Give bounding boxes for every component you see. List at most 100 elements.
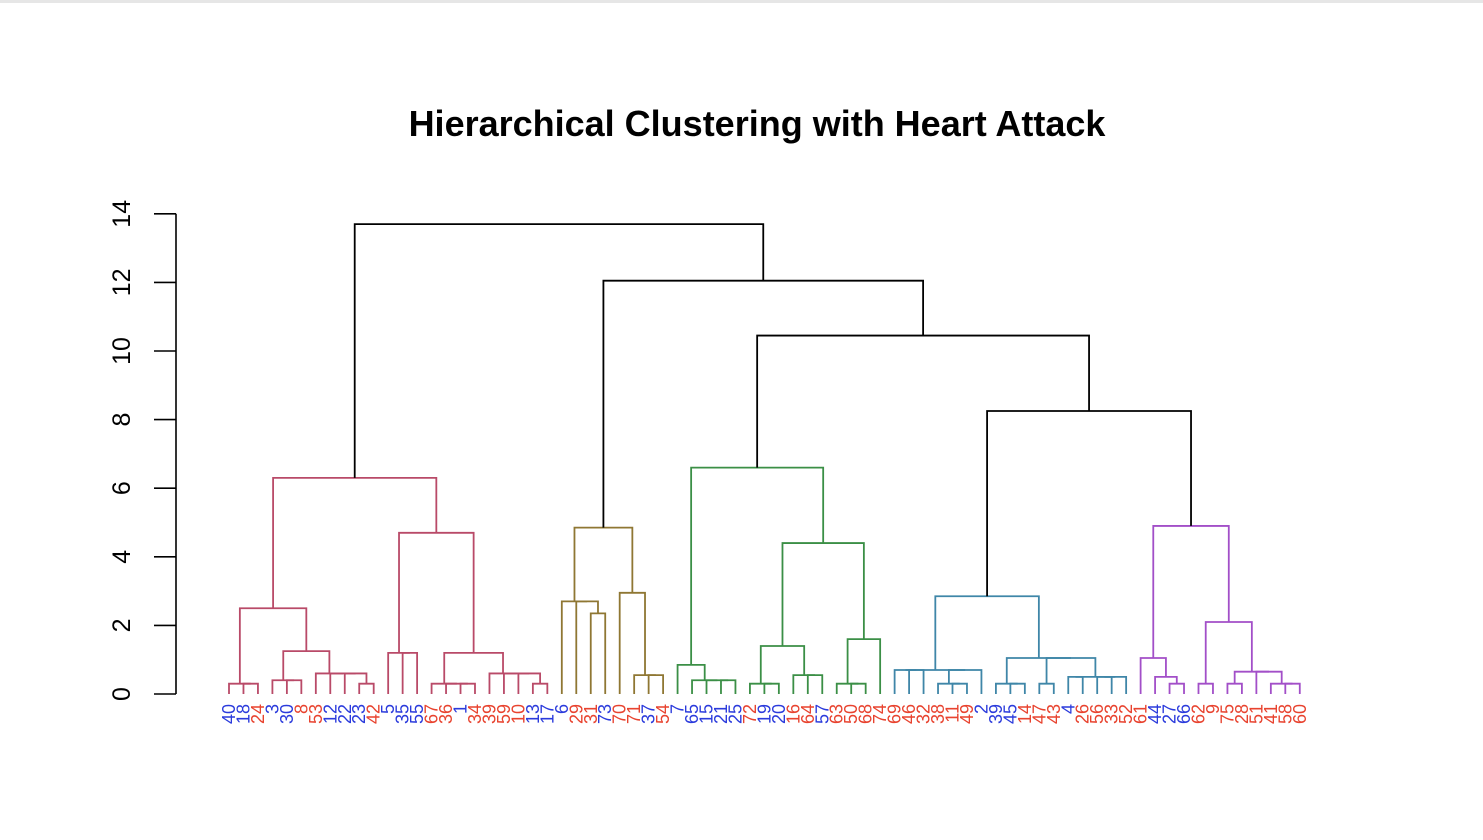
leaf-label: 73 [595,704,615,724]
dendrogram-link [1233,670,1270,684]
dendrogram-link [995,682,1018,694]
leaf-label: 25 [725,704,745,724]
dendrogram-link [806,674,824,694]
dendrogram-link [1154,675,1178,694]
leaf-label: 75 [1217,704,1237,724]
leaf-label: 67 [422,704,442,724]
dendrogram-link [272,477,438,609]
leaf-label: 69 [885,704,905,724]
dendrogram-link [618,591,646,694]
dendrogram-link [691,679,718,694]
leaf-label: 6 [552,704,572,714]
dendrogram-link [759,645,806,684]
dendrogram-link [387,651,410,694]
dendrogram-link [705,679,729,694]
leaf-label: 2 [971,704,991,714]
leaf-label: 36 [436,704,456,724]
leaf-label: 14 [1015,704,1035,724]
dendrogram-link [1096,675,1113,694]
leaf-label: 46 [899,704,919,724]
dendrogram-link [560,600,588,694]
leaf-label: 66 [1174,704,1194,724]
dendrogram-link [1226,682,1243,694]
leaf-label: 70 [610,704,630,724]
y-tick-label: 10 [108,337,136,365]
leaf-label: 32 [914,704,934,724]
leaf-label: 5 [378,704,398,714]
dendrogram-link [749,682,772,694]
dendrogram-link [1067,675,1084,694]
leaf-label: 39 [479,704,499,724]
dendrogram-link [1284,682,1301,694]
dendrogram-link [781,542,865,646]
leaf-label: 28 [1232,704,1252,724]
leaf-label: 21 [711,704,731,724]
leaf-label: 42 [364,704,384,724]
leaf-label: 23 [349,704,369,724]
dendrogram-link [908,669,925,694]
y-tick-label: 2 [108,618,136,632]
y-tick-label: 8 [108,413,136,427]
leaf-label: 38 [928,704,948,724]
leaf-label: 19 [754,704,774,724]
leaf-label: 30 [277,704,297,724]
dendrogram-tree [228,223,1301,694]
dendrogram-link [1168,682,1185,694]
leaf-label: 53 [306,704,326,724]
leaf-label: 61 [1131,704,1151,724]
leaf-label: 54 [653,704,673,724]
dendrogram-link [720,679,737,694]
dendrogram-link [937,682,960,694]
dendrogram-link [1152,525,1230,658]
leaf-label: 40 [219,704,239,724]
leaf-label: 43 [1044,704,1064,724]
dendrogram-link [763,682,780,694]
dendrogram-link [575,600,599,694]
leaf-label: 72 [740,704,760,724]
dendrogram-link [401,651,419,694]
y-tick-label: 6 [108,481,136,495]
dendrogram-link [1009,682,1026,694]
dendrogram-link [285,679,303,694]
dendrogram-link [503,672,530,694]
y-tick-label: 0 [108,687,136,701]
leaf-label: 65 [682,704,702,724]
leaf-label: 58 [1275,704,1295,724]
leaf-label: 27 [1160,704,1180,724]
leaf-label: 10 [508,704,528,724]
dendrogram-link [893,669,917,694]
leaf-label: 15 [697,704,717,724]
leaf-label: 57 [812,704,832,724]
dendrogram-link [690,466,825,665]
leaf-label: 51 [1246,704,1266,724]
dendrogram-link [271,679,295,694]
leaf-label: 31 [581,704,601,724]
leaf-label: 37 [639,704,659,724]
y-tick-label: 4 [108,550,136,564]
leaf-label: 11 [943,704,963,723]
leaf-label: 1 [451,704,471,714]
dendrogram-link [238,607,308,684]
dendrogram-link [850,682,867,694]
dendrogram-link [353,223,765,478]
leaf-label: 17 [537,704,557,724]
leaf-label: 55 [407,704,427,724]
leaf-label: 45 [1000,704,1020,724]
dendrogram-link [1045,657,1097,684]
dendrogram-link [228,682,251,694]
leaf-label: 60 [1290,704,1310,724]
dendrogram-link [589,612,607,694]
dendrogram-link [835,682,859,694]
leaf-label: 63 [827,704,847,724]
dendrogram-link [792,674,816,694]
dendrogram-link [1269,682,1293,694]
leaf-label: 50 [841,704,861,724]
dendrogram-link [947,669,983,694]
leaf-label: 8 [291,704,311,714]
leaf-label: 74 [870,704,890,724]
dendrogram-link [1104,675,1128,694]
leaf-label: 49 [957,704,977,724]
leaf-label: 35 [393,704,413,724]
leaf-label: 22 [335,704,355,724]
dendrogram-link [1005,657,1071,684]
